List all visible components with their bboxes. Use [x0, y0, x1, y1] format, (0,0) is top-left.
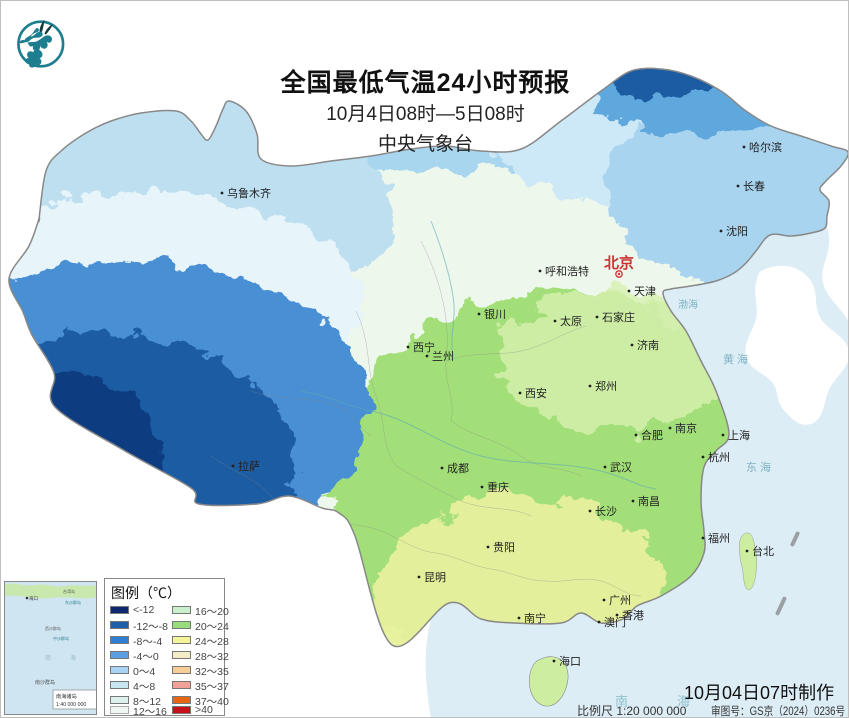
svg-text:澳门: 澳门: [604, 615, 626, 629]
svg-text:广州: 广州: [609, 594, 631, 607]
svg-text:南海诸岛: 南海诸岛: [56, 692, 77, 700]
svg-text:重庆: 重庆: [487, 480, 509, 494]
svg-text:西安: 西安: [525, 386, 547, 400]
svg-text:沈阳: 沈阳: [726, 224, 748, 238]
svg-text:杭州: 杭州: [708, 450, 730, 464]
svg-text:南: 南: [45, 654, 51, 662]
svg-text:贵阳: 贵阳: [493, 541, 515, 554]
svg-text:石家庄: 石家庄: [602, 310, 635, 324]
svg-text:南京: 南京: [675, 421, 697, 435]
svg-text:海: 海: [70, 654, 76, 662]
svg-text:郑州: 郑州: [595, 379, 617, 393]
svg-text:1:40 000 000: 1:40 000 000: [56, 702, 86, 708]
svg-text:台湾岛: 台湾岛: [63, 588, 75, 594]
svg-text:中沙群岛: 中沙群岛: [53, 635, 69, 641]
svg-text:成都: 成都: [447, 462, 469, 475]
svg-text:太原: 太原: [560, 315, 582, 328]
svg-text:渤海: 渤海: [678, 298, 698, 311]
svg-text:南宁: 南宁: [524, 611, 546, 625]
svg-text:长沙: 长沙: [595, 505, 617, 518]
svg-text:海口: 海口: [29, 595, 38, 602]
svg-text:西沙群岛: 西沙群岛: [45, 625, 61, 631]
svg-text:银川: 银川: [484, 307, 506, 321]
svg-text:呼和浩特: 呼和浩特: [545, 264, 589, 278]
svg-text:长春: 长春: [743, 180, 765, 193]
svg-text:东 海: 东 海: [746, 460, 771, 474]
svg-text:合肥: 合肥: [641, 428, 663, 442]
svg-text:北京: 北京: [604, 254, 634, 272]
svg-text:东沙群岛: 东沙群岛: [65, 599, 81, 605]
svg-text:昆明: 昆明: [424, 571, 446, 584]
svg-text:黄 海: 黄 海: [723, 352, 748, 366]
svg-text:台北: 台北: [752, 544, 774, 558]
svg-text:南沙群岛: 南沙群岛: [35, 679, 55, 686]
svg-text:武汉: 武汉: [610, 461, 632, 474]
svg-text:济南: 济南: [637, 338, 659, 352]
svg-text:海口: 海口: [559, 654, 581, 668]
svg-text:上海: 上海: [728, 428, 750, 442]
svg-text:福州: 福州: [708, 531, 730, 545]
svg-text:天津: 天津: [634, 285, 656, 298]
svg-text:乌鲁木齐: 乌鲁木齐: [227, 186, 271, 200]
svg-text:南昌: 南昌: [638, 495, 660, 508]
svg-text:兰州: 兰州: [432, 350, 454, 363]
svg-text:拉萨: 拉萨: [238, 459, 260, 473]
